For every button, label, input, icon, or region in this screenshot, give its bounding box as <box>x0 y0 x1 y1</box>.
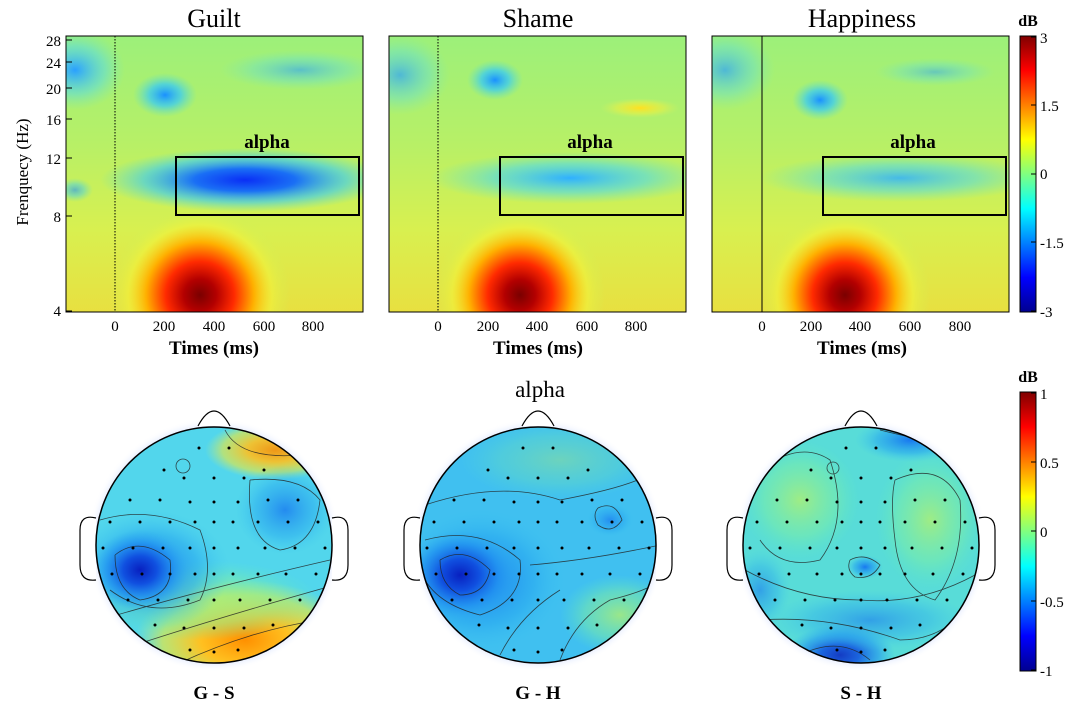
alpha-box-guilt <box>175 156 360 216</box>
tf-panel-shame: alpha Shame <box>388 4 687 313</box>
x-axis-guilt: 0 200 400 600 800 Times (ms) <box>111 319 324 359</box>
x-tick-label: 800 <box>949 319 972 335</box>
x-tick-label: 600 <box>253 319 276 335</box>
topo-label-gs: G - S <box>193 683 234 704</box>
colorbar-bottom: dB 1 0.5 0 -0.5 -1 <box>1018 369 1064 680</box>
x-tick-label: 600 <box>899 319 922 335</box>
x-tick-label: 200 <box>477 319 500 335</box>
x-tick-label: 600 <box>576 319 599 335</box>
x-tick-label: 800 <box>625 319 648 335</box>
y-tick-label: 20 <box>46 82 61 98</box>
y-tick-label: 16 <box>46 113 62 129</box>
x-axis-label: Times (ms) <box>817 338 907 359</box>
panel-title-guilt: Guilt <box>187 4 241 33</box>
colorbar-bottom-unit: dB <box>1018 369 1038 386</box>
x-tick-label: 400 <box>203 319 226 335</box>
y-tick-label: 24 <box>46 56 62 72</box>
x-tick-label: 0 <box>111 319 119 335</box>
alpha-label-happiness: alpha <box>890 132 936 153</box>
y-tick-label: 8 <box>54 210 62 226</box>
colorbar-bottom-tick: 1 <box>1040 387 1048 403</box>
topo-head-sh: S - H <box>726 410 996 704</box>
colorbar-top-tick: -1.5 <box>1040 236 1064 252</box>
alpha-label-shame: alpha <box>567 132 613 153</box>
x-axis-shame: 0 200 400 600 800 Times (ms) <box>434 319 647 359</box>
topo-head-gh: G - H <box>403 410 673 704</box>
x-tick-label: 400 <box>849 319 872 335</box>
x-tick-label: 200 <box>800 319 823 335</box>
colorbar-bottom-tick: 0 <box>1040 525 1048 541</box>
x-axis-label: Times (ms) <box>169 338 259 359</box>
x-tick-label: 0 <box>434 319 442 335</box>
tf-panel-guilt: alpha Guilt <box>65 4 364 313</box>
colorbar-top-tick: 1.5 <box>1040 99 1059 115</box>
y-tick-label: 12 <box>46 152 61 168</box>
topo-title: alpha <box>515 377 565 402</box>
y-tick-label: 4 <box>54 304 62 320</box>
colorbar-bottom-tick: -0.5 <box>1040 595 1064 611</box>
tf-panel-happiness: alpha Happiness <box>711 4 1010 313</box>
panel-title-shame: Shame <box>503 4 574 33</box>
x-tick-label: 800 <box>302 319 325 335</box>
x-tick-label: 0 <box>758 319 766 335</box>
colorbar-top-tick: -3 <box>1040 305 1053 321</box>
alpha-box-shame <box>499 156 684 216</box>
x-axis-label: Times (ms) <box>493 338 583 359</box>
alpha-box-happiness <box>822 156 1007 216</box>
colorbar-top: dB 3 1.5 0 -1.5 -3 <box>1018 13 1064 321</box>
x-tick-label: 400 <box>526 319 549 335</box>
topo-label-gh: G - H <box>515 683 561 704</box>
y-tick-label: 28 <box>46 34 61 50</box>
colorbar-top-tick: 0 <box>1040 167 1048 183</box>
panel-title-happiness: Happiness <box>808 4 916 33</box>
x-axis-happiness: 0 200 400 600 800 Times (ms) <box>758 319 971 359</box>
topo-label-sh: S - H <box>840 683 881 704</box>
y-axis: Frenquecy (Hz) 28 24 20 16 12 8 4 <box>13 34 72 320</box>
colorbar-bottom-tick: 0.5 <box>1040 456 1059 472</box>
colorbar-top-tick: 3 <box>1040 31 1048 47</box>
x-tick-label: 200 <box>153 319 176 335</box>
colorbar-bottom-tick: -1 <box>1040 664 1053 680</box>
y-axis-label: Frenquecy (Hz) <box>13 118 32 225</box>
topo-head-gs: G - S <box>79 410 349 704</box>
alpha-label-guilt: alpha <box>244 132 290 153</box>
colorbar-top-unit: dB <box>1018 13 1038 30</box>
